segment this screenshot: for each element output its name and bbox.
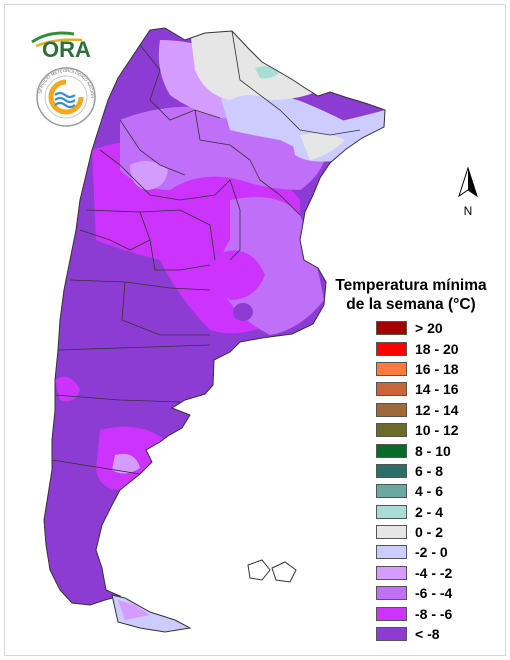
- legend-swatch: [376, 565, 407, 580]
- legend-swatch: [376, 627, 407, 642]
- legend-swatch: [376, 361, 407, 376]
- legend-swatch: [376, 586, 407, 601]
- malvinas-islands: [247, 559, 297, 583]
- legend-item: -6 - -4: [376, 583, 459, 603]
- legend-swatch: [376, 484, 407, 499]
- legend-label: 12 - 14: [415, 401, 459, 418]
- legend-label: 16 - 18: [415, 360, 459, 377]
- legend-label: 2 - 4: [415, 503, 444, 520]
- legend-label: 4 - 6: [415, 483, 444, 500]
- legend-item: 2 - 4: [376, 502, 459, 522]
- legend-label: 0 - 2: [415, 524, 444, 541]
- legend-item: 14 - 16: [376, 379, 459, 399]
- legend-item: 12 - 14: [376, 400, 459, 420]
- legend-title: Temperatura mínima de la semana (°C): [316, 276, 506, 314]
- legend-label: 14 - 16: [415, 381, 459, 398]
- legend-swatch: [376, 402, 407, 417]
- legend-title-line1: Temperatura mínima: [335, 277, 487, 294]
- legend-item: -4 - -2: [376, 563, 459, 583]
- legend-item: 16 - 18: [376, 359, 459, 379]
- legend-item: 8 - 10: [376, 440, 459, 460]
- ora-logo: ORA: [31, 31, 91, 60]
- legend-label: -4 - -2: [415, 564, 453, 581]
- legend-item: 4 - 6: [376, 481, 459, 501]
- legend-swatch: [376, 443, 407, 458]
- ora-logo-text: ORA: [42, 37, 91, 60]
- zone-zero-two-east: [300, 133, 345, 160]
- legend-swatch: [376, 545, 407, 560]
- zone-cool-spot: [130, 161, 168, 190]
- legend-swatch: [376, 382, 407, 397]
- zone-cool-patagonia: [112, 453, 140, 474]
- legend-label: -6 - -4: [415, 585, 453, 602]
- legend-label: 6 - 8: [415, 462, 444, 479]
- north-arrow-icon: N: [458, 166, 478, 218]
- province-borders: [51, 30, 361, 475]
- legend-item: 10 - 12: [376, 420, 459, 440]
- legend-label: > 20: [415, 320, 443, 337]
- legend-item: -2 - 0: [376, 542, 459, 562]
- legend-label: -8 - -6: [415, 605, 453, 622]
- legend-label: < -8: [415, 626, 440, 643]
- legend-swatch: [376, 606, 407, 621]
- legend-label: 8 - 10: [415, 442, 451, 459]
- smn-seal-logo: SERVICIO METEOROLOGICO NACIONAL · ARGENT…: [35, 66, 96, 127]
- legend-swatch: [376, 341, 407, 356]
- legend-swatch: [376, 525, 407, 540]
- north-label: N: [464, 204, 473, 218]
- legend-label: -2 - 0: [415, 544, 448, 561]
- legend-swatch: [376, 321, 407, 336]
- legend-item: < -8: [376, 624, 459, 644]
- legend-item: 6 - 8: [376, 461, 459, 481]
- zone-cold-east: [218, 197, 324, 335]
- legend-swatch: [376, 504, 407, 519]
- map-frame: [4, 4, 506, 656]
- legend-title-line2: de la semana (°C): [346, 296, 476, 313]
- legend-item: -8 - -6: [376, 603, 459, 623]
- legend-item: 18 - 20: [376, 338, 459, 358]
- legend-swatch: [376, 423, 407, 438]
- tierra-del-fuego-cool: [118, 600, 150, 620]
- legend-label: 18 - 20: [415, 340, 459, 357]
- zone-coldest-spot: [233, 303, 253, 321]
- legend-swatch: [376, 463, 407, 478]
- legend: > 20 18 - 20 16 - 18 14 - 16 12 - 14 10 - 12 8…: [376, 318, 459, 644]
- legend-item: > 20: [376, 318, 459, 338]
- legend-item: 0 - 2: [376, 522, 459, 542]
- zone-very-cold-pampas: [214, 250, 265, 300]
- zone-zero-two-north: [190, 28, 320, 100]
- legend-label: 10 - 12: [415, 422, 459, 439]
